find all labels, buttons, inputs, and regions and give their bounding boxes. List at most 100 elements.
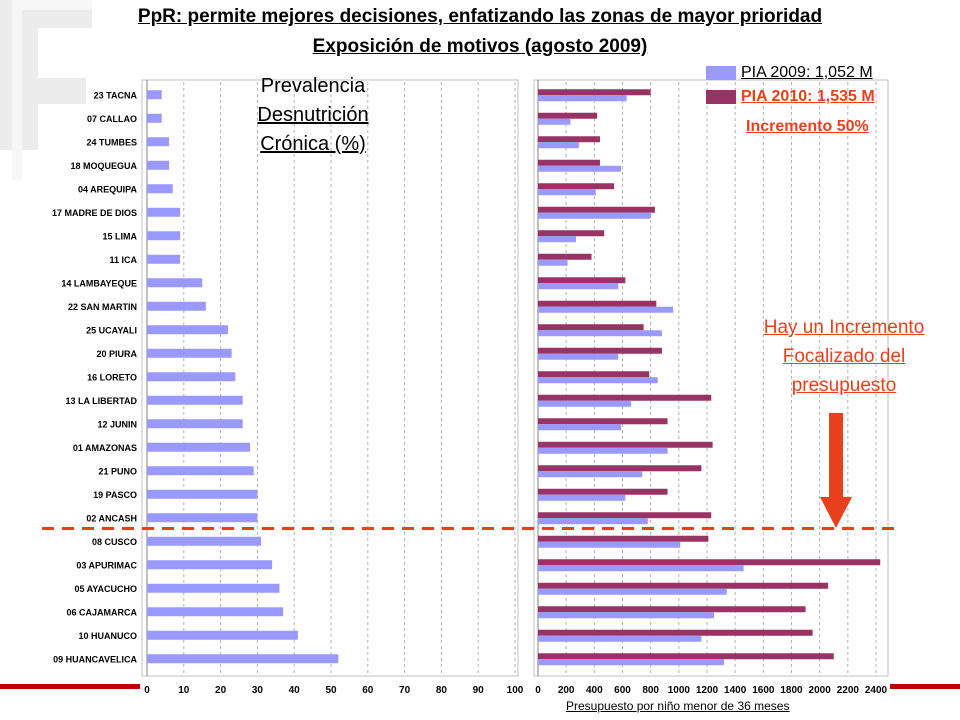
budget-x-tick-label: 1000 <box>668 685 691 696</box>
prevalence-bar <box>147 630 298 640</box>
budget-bar-pia2010 <box>538 277 626 284</box>
legend-swatch-pia2009 <box>706 66 736 80</box>
budget-x-tick-label: 600 <box>614 685 631 696</box>
prevalence-bar <box>147 278 203 288</box>
prevalence-bar <box>147 536 262 546</box>
budget-bar-pia2010 <box>538 206 655 213</box>
budget-bar-pia2009 <box>538 471 643 478</box>
budget-bar-pia2009 <box>538 424 622 431</box>
budget-bar-pia2010 <box>538 347 662 354</box>
prevalence-x-tick-label: 30 <box>252 685 264 696</box>
prevalence-category-label: 04 AREQUIPA <box>78 184 138 194</box>
prevalence-bar <box>147 207 181 217</box>
budget-bar-pia2010 <box>538 230 605 237</box>
prevalence-category-label: 08 CUSCO <box>92 537 137 547</box>
prevalence-x-tick-label: 20 <box>215 685 227 696</box>
budget-bar-pia2009 <box>538 330 662 337</box>
prevalence-category-label: 16 LORETO <box>87 372 137 382</box>
budget-bar-pia2009 <box>538 612 715 619</box>
budget-bar-pia2010 <box>538 394 712 401</box>
legend-label-pia2009: PIA 2009: 1,052 M <box>741 64 873 81</box>
budget-bar-pia2010 <box>538 253 592 260</box>
budget-bar-pia2009 <box>538 165 622 172</box>
prevalence-x-tick-label: 10 <box>178 685 190 696</box>
prevalence-category-label: 20 PIURA <box>96 349 137 359</box>
budget-bar-pia2009 <box>538 447 668 454</box>
budget-bar-pia2009 <box>538 635 702 642</box>
prevalence-bar <box>147 231 181 241</box>
prevalence-x-tick-label: 90 <box>473 685 485 696</box>
prevalence-bar <box>147 560 273 570</box>
prevalence-bar <box>147 395 243 405</box>
slide-title: PpR: permite mejores decisiones, enfatiz… <box>137 6 823 27</box>
prevalence-bar <box>147 466 254 476</box>
footer-bar-left <box>0 684 140 689</box>
down-arrow-shaft <box>829 413 843 499</box>
legend-item-pia2009: PIA 2009: 1,052 M <box>706 64 956 88</box>
budget-bar-pia2010 <box>538 112 598 119</box>
budget-bar-pia2009 <box>538 353 619 360</box>
budget-bar-pia2009 <box>538 283 619 290</box>
budget-x-tick-label: 0 <box>535 685 541 696</box>
prevalence-category-label: 17 MADRE DE DIOS <box>52 208 137 218</box>
budget-x-tick-label: 1600 <box>752 685 775 696</box>
budget-bar-pia2009 <box>538 212 651 219</box>
prevalence-category-label: 01 AMAZONAS <box>73 443 137 453</box>
prevalence-label: Prevalencia Desnutrición Crónica (%) <box>238 72 388 159</box>
prevalence-bar <box>147 442 251 452</box>
prevalence-category-label: 13 LA LIBERTAD <box>65 396 137 406</box>
budget-bar-pia2009 <box>538 306 674 313</box>
budget-bar-pia2009 <box>538 189 596 196</box>
prevalence-category-label: 15 LIMA <box>102 231 137 241</box>
budget-x-tick-label: 1800 <box>780 685 803 696</box>
budget-bar-pia2010 <box>538 465 702 472</box>
legend-label-pia2010: PIA 2010: 1,535 M <box>741 88 875 105</box>
budget-bar-pia2009 <box>538 541 681 548</box>
budget-legend: PIA 2009: 1,052 M PIA 2010: 1,535 M <box>706 64 956 112</box>
prevalence-bar <box>147 113 162 123</box>
increment-note-line2: Focalizado del <box>782 346 906 367</box>
prevalence-category-label: 07 CALLAO <box>87 114 137 124</box>
prevalence-bar <box>147 489 258 499</box>
prevalence-x-tick-label: 100 <box>507 685 524 696</box>
prevalence-category-label: 12 JUNIN <box>97 419 137 429</box>
prevalence-category-label: 24 TUMBES <box>86 137 137 147</box>
budget-bar-pia2010 <box>538 89 651 96</box>
prevalence-bar <box>147 325 228 335</box>
budget-bar-pia2010 <box>538 371 650 378</box>
budget-x-tick-label: 2200 <box>837 685 860 696</box>
prevalence-x-tick-label: 60 <box>362 685 374 696</box>
prevalence-category-label: 23 TACNA <box>94 90 138 100</box>
budget-bar-pia2010 <box>538 535 709 542</box>
prevalence-bar <box>147 254 181 264</box>
budget-bar-pia2010 <box>538 324 644 331</box>
prevalence-category-label: 22 SAN MARTIN <box>68 302 137 312</box>
prevalence-category-label: 02 ANCASH <box>86 513 137 523</box>
budget-x-tick-label: 2400 <box>865 685 888 696</box>
budget-x-tick-label: 200 <box>558 685 575 696</box>
prevalence-category-label: 06 CAJAMARCA <box>66 607 137 617</box>
budget-bar-pia2010 <box>538 582 829 589</box>
budget-bar-pia2009 <box>538 142 579 149</box>
prevalence-bar <box>147 137 170 147</box>
budget-bar-pia2010 <box>538 441 713 448</box>
prevalence-x-tick-label: 0 <box>144 685 150 696</box>
prevalence-bar <box>147 654 339 664</box>
budget-bar-pia2010 <box>538 488 668 495</box>
budget-bar-pia2010 <box>538 653 834 660</box>
prevalence-bar <box>147 160 170 170</box>
budget-bar-pia2010 <box>538 512 712 519</box>
budget-axis-caption: Presupuesto por niño menor de 36 meses <box>566 699 790 713</box>
prevalence-category-label: 03 APURIMAC <box>76 560 137 570</box>
prevalence-bar <box>147 348 232 358</box>
prevalence-label-line3: Crónica (%) <box>260 133 366 155</box>
budget-bar-pia2009 <box>538 95 627 102</box>
budget-bar-pia2009 <box>538 588 727 595</box>
budget-bar-pia2009 <box>538 377 658 384</box>
budget-bar-pia2010 <box>538 183 615 190</box>
budget-bar-pia2009 <box>538 494 626 501</box>
prevalence-category-label: 25 UCAYALI <box>86 325 137 335</box>
budget-bar-pia2010 <box>538 418 668 425</box>
prevalence-category-label: 09 HUANCAVELICA <box>53 654 137 664</box>
